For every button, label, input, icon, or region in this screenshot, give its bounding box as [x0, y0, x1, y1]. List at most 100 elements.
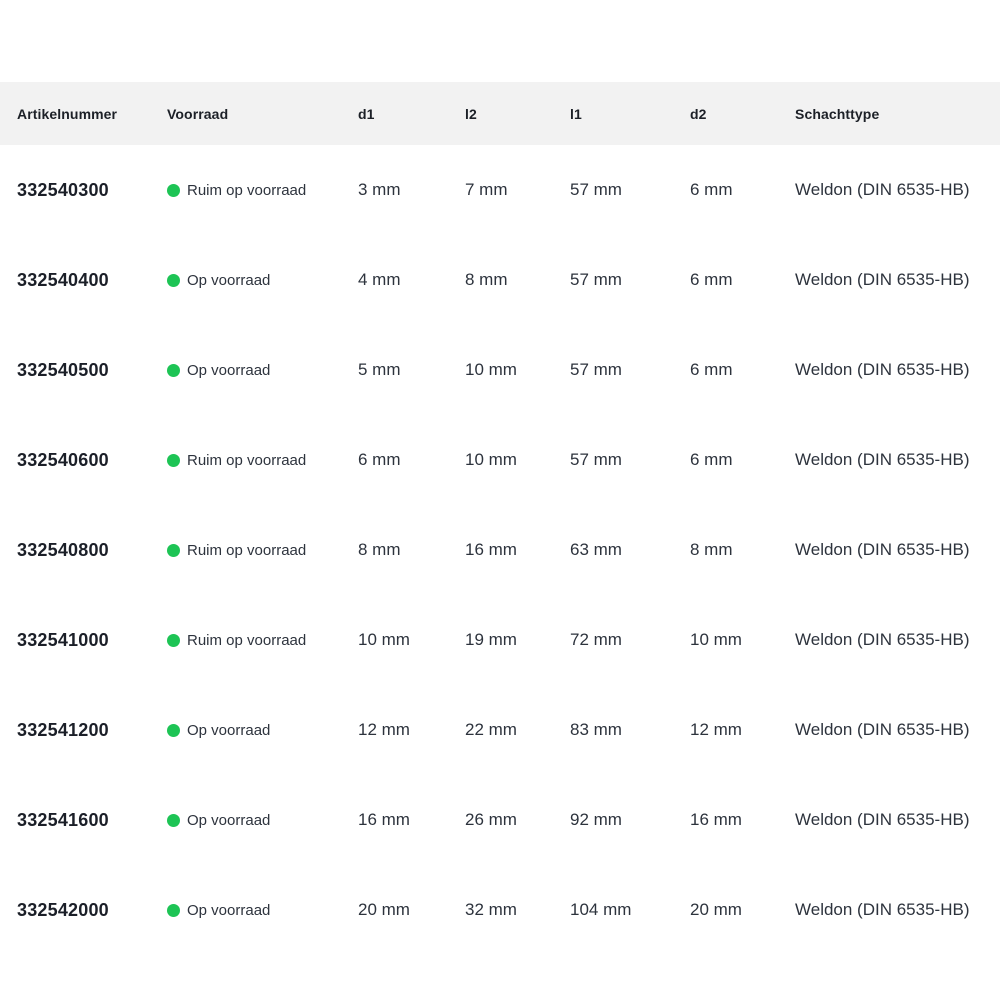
cell-artikelnummer: 332540400: [17, 269, 109, 290]
column-header-voorraad: Voorraad: [167, 105, 229, 122]
cell-d1: 16 mm: [358, 810, 410, 829]
table-row: 332540800 Ruim op voorraad 8 mm 16 mm 63 mm 8…: [0, 505, 1000, 595]
cell-artikelnummer: 332540300: [17, 179, 109, 200]
cell-l2: 32 mm: [465, 900, 517, 919]
cell-l2: 8 mm: [465, 270, 508, 289]
cell-d2: 10 mm: [690, 630, 742, 649]
table-row: 332540400 Op voorraad 4 mm 8 mm 57 mm 6 mm Wel…: [0, 235, 1000, 325]
cell-l2: 22 mm: [465, 720, 517, 739]
cell-schachttype: Weldon (DIN 6535-HB): [795, 360, 970, 379]
cell-d2: 16 mm: [690, 810, 742, 829]
cell-schachttype: Weldon (DIN 6535-HB): [795, 900, 970, 919]
cell-schachttype: Weldon (DIN 6535-HB): [795, 540, 970, 559]
stock-status-dot-icon: [167, 183, 180, 197]
cell-l1: 63 mm: [570, 540, 622, 559]
cell-l2: 7 mm: [465, 180, 508, 199]
cell-schachttype: Weldon (DIN 6535-HB): [795, 630, 970, 649]
table-row: 332540600 Ruim op voorraad 6 mm 10 mm 57 mm 6…: [0, 415, 1000, 505]
stock-status-label: Op voorraad: [187, 721, 271, 739]
cell-l1: 57 mm: [570, 270, 622, 289]
cell-l2: 19 mm: [465, 630, 517, 649]
cell-artikelnummer: 332542000: [17, 899, 109, 920]
cell-voorraad: Op voorraad: [167, 272, 358, 289]
stock-status-label: Op voorraad: [187, 271, 271, 289]
cell-voorraad: Op voorraad: [167, 722, 358, 739]
cell-d2: 20 mm: [690, 900, 742, 919]
cell-voorraad: Op voorraad: [167, 362, 358, 379]
cell-d2: 6 mm: [690, 360, 733, 379]
cell-d1: 12 mm: [358, 720, 410, 739]
table-row: 332540500 Op voorraad 5 mm 10 mm 57 mm 6 mm We…: [0, 325, 1000, 415]
cell-voorraad: Ruim op voorraad: [167, 182, 358, 199]
stock-status-dot-icon: [167, 453, 180, 467]
column-header-d2: d2: [690, 105, 707, 122]
stock-status-label: Ruim op voorraad: [187, 541, 307, 559]
cell-d2: 6 mm: [690, 270, 733, 289]
column-header-d1: d1: [358, 105, 375, 122]
table-row: 332541600 Op voorraad 16 mm 26 mm 92 mm 16 mm…: [0, 775, 1000, 865]
cell-artikelnummer: 332541200: [17, 719, 109, 740]
table-row: 332542000 Op voorraad 20 mm 32 mm 104 mm 20 m…: [0, 865, 1000, 955]
cell-d1: 5 mm: [358, 360, 401, 379]
table-row: 332540300 Ruim op voorraad 3 mm 7 mm 57 mm 6 …: [0, 145, 1000, 235]
cell-schachttype: Weldon (DIN 6535-HB): [795, 270, 970, 289]
cell-l2: 26 mm: [465, 810, 517, 829]
cell-d2: 6 mm: [690, 450, 733, 469]
column-header-l2: l2: [465, 105, 477, 122]
column-header-schachttype: Schachttype: [795, 105, 880, 122]
stock-status-label: Ruim op voorraad: [187, 451, 307, 469]
cell-artikelnummer: 332540800: [17, 539, 109, 560]
column-header-l1: l1: [570, 105, 582, 122]
cell-voorraad: Op voorraad: [167, 902, 358, 919]
stock-status-label: Op voorraad: [187, 901, 271, 919]
cell-d1: 10 mm: [358, 630, 410, 649]
cell-l1: 83 mm: [570, 720, 622, 739]
cell-d1: 3 mm: [358, 180, 401, 199]
cell-artikelnummer: 332541600: [17, 809, 109, 830]
cell-l1: 104 mm: [570, 900, 632, 919]
cell-l1: 57 mm: [570, 180, 622, 199]
cell-schachttype: Weldon (DIN 6535-HB): [795, 810, 970, 829]
cell-artikelnummer: 332540600: [17, 449, 109, 470]
cell-l1: 92 mm: [570, 810, 622, 829]
table-header-row: Artikelnummer Voorraad d1 l2 l1 d2 Schac…: [0, 82, 1000, 145]
cell-schachttype: Weldon (DIN 6535-HB): [795, 450, 970, 469]
cell-voorraad: Ruim op voorraad: [167, 542, 358, 559]
stock-status-label: Ruim op voorraad: [187, 181, 307, 199]
cell-artikelnummer: 332541000: [17, 629, 109, 650]
cell-l2: 16 mm: [465, 540, 517, 559]
stock-status-dot-icon: [167, 543, 180, 557]
stock-status-dot-icon: [167, 813, 180, 827]
cell-schachttype: Weldon (DIN 6535-HB): [795, 180, 970, 199]
cell-d1: 6 mm: [358, 450, 401, 469]
cell-schachttype: Weldon (DIN 6535-HB): [795, 720, 970, 739]
cell-voorraad: Op voorraad: [167, 812, 358, 829]
stock-status-label: Op voorraad: [187, 811, 271, 829]
cell-l1: 57 mm: [570, 450, 622, 469]
product-spec-table: Artikelnummer Voorraad d1 l2 l1 d2 Schac…: [0, 82, 1000, 955]
cell-d1: 20 mm: [358, 900, 410, 919]
stock-status-label: Ruim op voorraad: [187, 631, 307, 649]
table-body: 332540300 Ruim op voorraad 3 mm 7 mm 57 mm 6 …: [0, 145, 1000, 955]
cell-d2: 12 mm: [690, 720, 742, 739]
stock-status-dot-icon: [167, 273, 180, 287]
stock-status-dot-icon: [167, 903, 180, 917]
cell-d1: 4 mm: [358, 270, 401, 289]
cell-l1: 72 mm: [570, 630, 622, 649]
stock-status-dot-icon: [167, 633, 180, 647]
table-row: 332541000 Ruim op voorraad 10 mm 19 mm 72 mm…: [0, 595, 1000, 685]
cell-l1: 57 mm: [570, 360, 622, 379]
table-row: 332541200 Op voorraad 12 mm 22 mm 83 mm 12 mm…: [0, 685, 1000, 775]
stock-status-dot-icon: [167, 363, 180, 377]
cell-l2: 10 mm: [465, 450, 517, 469]
stock-status-label: Op voorraad: [187, 361, 271, 379]
column-header-artikelnummer: Artikelnummer: [17, 105, 118, 122]
cell-d2: 8 mm: [690, 540, 733, 559]
cell-l2: 10 mm: [465, 360, 517, 379]
cell-d2: 6 mm: [690, 180, 733, 199]
cell-voorraad: Ruim op voorraad: [167, 632, 358, 649]
cell-d1: 8 mm: [358, 540, 401, 559]
cell-artikelnummer: 332540500: [17, 359, 109, 380]
cell-voorraad: Ruim op voorraad: [167, 452, 358, 469]
product-spec-page: Artikelnummer Voorraad d1 l2 l1 d2 Schac…: [0, 82, 1000, 955]
